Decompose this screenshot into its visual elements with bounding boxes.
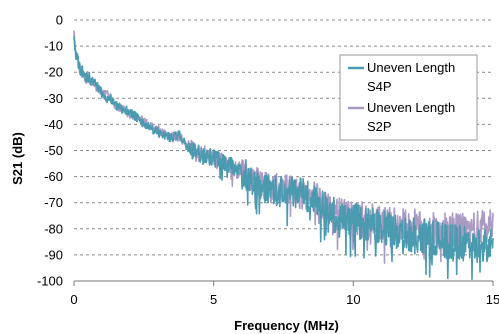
legend-box (339, 54, 478, 141)
y-tick-label: 0 (56, 13, 63, 28)
legend: Uneven Length S4P Uneven Length S2P (339, 54, 478, 141)
y-tick-label: -70 (44, 195, 63, 210)
y-tick-label: -50 (44, 143, 63, 158)
y-tick-label: -20 (44, 65, 63, 80)
y-tick-label: -90 (44, 247, 63, 262)
series-layer (73, 30, 494, 281)
y-tick-label: -60 (44, 169, 63, 184)
x-tick-label: 10 (346, 292, 360, 307)
y-tick-label: -80 (44, 221, 63, 236)
series-line-s4p (73, 35, 494, 281)
x-axis-label: Frequency (MHz) (234, 318, 339, 333)
legend-label: Uneven Length (367, 60, 455, 75)
x-axis-ticks: 0 5 10 15 (70, 281, 499, 307)
y-axis-ticks: 0 -10 -20 -30 -40 -50 -60 -70 -80 -90 -100 (37, 13, 63, 289)
y-tick-label: -40 (44, 117, 63, 132)
x-tick-label: 5 (210, 292, 217, 307)
legend-label: Uneven Length (367, 100, 455, 115)
y-tick-label: -100 (37, 274, 63, 289)
x-tick-label: 0 (70, 292, 77, 307)
x-tick-label: 15 (486, 292, 499, 307)
y-tick-label: -30 (44, 91, 63, 106)
y-axis-label: S21 (dB) (10, 132, 25, 185)
legend-label: S2P (367, 119, 392, 134)
y-tick-label: -10 (44, 39, 63, 54)
legend-label: S4P (367, 79, 392, 94)
